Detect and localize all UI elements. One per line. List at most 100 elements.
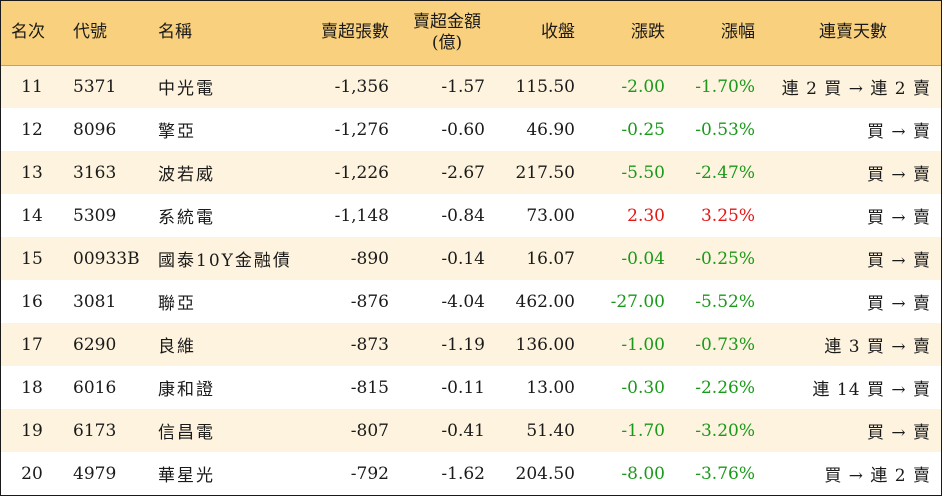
cell-code: 6290 (73, 334, 117, 355)
cell-rank: 17 (21, 334, 43, 355)
table-row: 15 00933B 國泰10Y金融債 -890 -0.14 16.07 -0.04 -0.25… (1, 237, 941, 280)
cell-net-sell-shares: -792 (350, 463, 389, 484)
cell-rank: 13 (21, 162, 43, 183)
cell-change-pct: 3.25% (700, 205, 755, 226)
cell-close: 16.07 (526, 248, 575, 269)
cell-close: 73.00 (526, 205, 575, 226)
cell-net-sell-shares: -1,356 (334, 76, 389, 97)
cell-net-sell-amount: -1.19 (441, 334, 485, 355)
cell-sell-streak: 買 → 賣 (866, 251, 931, 271)
header-net-sell-shares: 賣超張數 (293, 1, 399, 66)
cell-net-sell-shares: -1,276 (334, 119, 389, 140)
cell-close: 51.40 (526, 420, 575, 441)
cell-net-sell-amount: -0.11 (441, 377, 485, 398)
table-row: 11 5371 中光電 -1,356 -1.57 115.50 -2.00 -1.70% 連 2… (1, 65, 941, 108)
cell-code: 5371 (73, 76, 117, 97)
cell-net-sell-amount: -0.14 (441, 248, 485, 269)
table-row: 19 6173 信昌電 -807 -0.41 51.40 -1.70 -3.20% 買 → 賣 (1, 409, 941, 452)
cell-change: -1.70 (621, 420, 665, 441)
cell-change: -1.00 (621, 334, 665, 355)
cell-rank: 12 (21, 119, 43, 140)
cell-net-sell-shares: -815 (350, 377, 389, 398)
table-row: 14 5309 系統電 -1,148 -0.84 73.00 2.30 3.25% 買 → 賣 (1, 194, 941, 237)
cell-sell-streak: 買 → 賣 (866, 208, 931, 228)
cell-code: 00933B (73, 248, 140, 269)
cell-name: 國泰10Y金融債 (158, 251, 292, 271)
cell-close: 46.90 (526, 119, 575, 140)
cell-name: 聯亞 (158, 294, 196, 314)
table-row: 20 4979 華星光 -792 -1.62 204.50 -8.00 -3.76% 買 → 連… (1, 452, 941, 495)
cell-change: -2.00 (621, 76, 665, 97)
cell-rank: 11 (21, 76, 43, 97)
cell-change-pct: -5.52% (695, 291, 755, 312)
cell-net-sell-amount: -0.84 (441, 205, 485, 226)
table-row: 13 3163 波若威 -1,226 -2.67 217.50 -5.50 -2.47% 買 →… (1, 151, 941, 194)
cell-change-pct: -0.25% (695, 248, 755, 269)
cell-name: 波若威 (158, 165, 215, 185)
cell-net-sell-amount: -4.04 (441, 291, 485, 312)
cell-code: 6173 (73, 420, 117, 441)
cell-sell-streak: 買 → 連 2 賣 (824, 466, 931, 486)
cell-net-sell-shares: -807 (350, 420, 389, 441)
cell-net-sell-amount: -2.67 (441, 162, 485, 183)
cell-code: 8096 (73, 119, 117, 140)
cell-sell-streak: 買 → 賣 (866, 294, 931, 314)
table-body: 11 5371 中光電 -1,356 -1.57 115.50 -2.00 -1.70% 連 2… (1, 65, 941, 495)
cell-change: -0.25 (621, 119, 665, 140)
cell-change: -5.50 (621, 162, 665, 183)
cell-net-sell-shares: -1,148 (334, 205, 389, 226)
cell-net-sell-amount: -1.62 (441, 463, 485, 484)
header-name: 名稱 (148, 1, 293, 66)
table-row: 18 6016 康和證 -815 -0.11 13.00 -0.30 -2.26% 連 14 買… (1, 366, 941, 409)
header-change: 漲跌 (585, 1, 675, 66)
cell-code: 3081 (73, 291, 117, 312)
cell-change: -0.04 (621, 248, 665, 269)
cell-rank: 19 (21, 420, 43, 441)
cell-change: -27.00 (610, 291, 665, 312)
cell-change-pct: -2.26% (695, 377, 755, 398)
cell-code: 3163 (73, 162, 117, 183)
cell-sell-streak: 買 → 賣 (866, 122, 931, 142)
cell-change-pct: -0.53% (695, 119, 755, 140)
cell-change: 2.30 (627, 205, 665, 226)
cell-name: 良維 (158, 337, 196, 357)
cell-net-sell-amount: -0.41 (441, 420, 485, 441)
header-rank: 名次 (1, 1, 63, 66)
header-close: 收盤 (495, 1, 585, 66)
cell-change: -0.30 (621, 377, 665, 398)
cell-close: 204.50 (515, 463, 575, 484)
cell-net-sell-shares: -873 (350, 334, 389, 355)
cell-change-pct: -2.47% (695, 162, 755, 183)
cell-code: 4979 (73, 463, 117, 484)
cell-name: 信昌電 (158, 423, 215, 443)
cell-rank: 16 (21, 291, 43, 312)
cell-sell-streak: 買 → 賣 (866, 165, 931, 185)
cell-sell-streak: 連 14 買 → 賣 (812, 380, 931, 400)
cell-name: 擎亞 (158, 122, 196, 142)
cell-close: 115.50 (515, 76, 575, 97)
table-row: 12 8096 擎亞 -1,276 -0.60 46.90 -0.25 -0.53% 買 → 賣 (1, 108, 941, 151)
cell-close: 217.50 (515, 162, 575, 183)
cell-rank: 20 (21, 463, 43, 484)
table-row: 16 3081 聯亞 -876 -4.04 462.00 -27.00 -5.52% 買 → 賣 (1, 280, 941, 323)
header-net-sell-amount: 賣超金額 (億) (399, 1, 495, 66)
cell-name: 康和證 (158, 380, 215, 400)
cell-net-sell-shares: -1,226 (334, 162, 389, 183)
cell-close: 136.00 (515, 334, 575, 355)
cell-sell-streak: 連 2 買 → 連 2 賣 (781, 79, 931, 100)
cell-change-pct: -1.70% (695, 76, 755, 97)
cell-net-sell-amount: -1.57 (441, 76, 485, 97)
header-change-pct: 漲幅 (675, 1, 765, 66)
header-code: 代號 (63, 1, 148, 66)
cell-close: 13.00 (526, 377, 575, 398)
header-row: 名次 代號 名稱 賣超張數 賣超金額 (億) 收盤 漲跌 漲幅 連賣天數 (1, 1, 941, 66)
cell-sell-streak: 連 3 買 → 賣 (824, 337, 931, 357)
cell-rank: 15 (21, 248, 43, 269)
cell-close: 462.00 (515, 291, 575, 312)
cell-name: 中光電 (158, 79, 215, 100)
cell-change-pct: -3.20% (695, 420, 755, 441)
cell-net-sell-shares: -876 (350, 291, 389, 312)
cell-name: 華星光 (158, 466, 215, 486)
cell-name: 系統電 (158, 208, 215, 228)
